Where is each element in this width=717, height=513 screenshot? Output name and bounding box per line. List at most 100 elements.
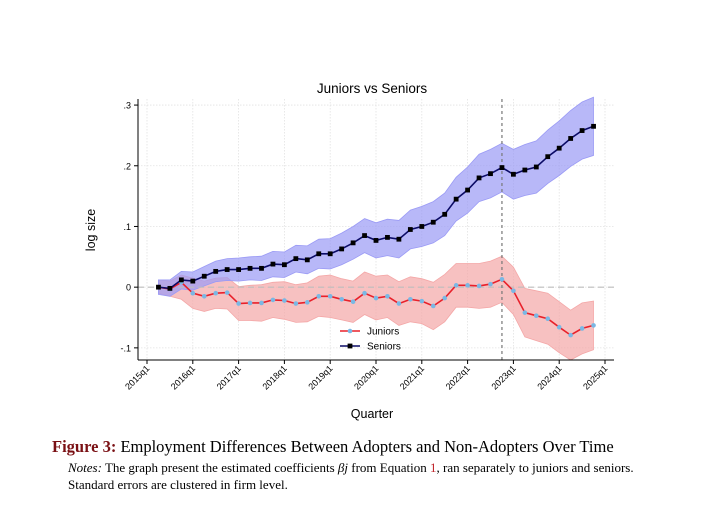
figure-notes: Notes: The graph present the estimated c… [68, 459, 668, 493]
x-tick-label-4: 2019q1 [306, 363, 334, 391]
point-juniors-2022q2 [476, 283, 482, 289]
point-seniors-2019q1 [327, 251, 333, 257]
point-seniors-2020q3 [396, 236, 402, 242]
point-juniors-2021q1 [419, 298, 425, 304]
point-seniors-2023q1 [511, 171, 516, 177]
x-axis-label: Quarter [351, 407, 393, 421]
y-axis-label: log size [84, 209, 98, 251]
x-tick-label-6: 2021q1 [398, 363, 426, 391]
point-juniors-2019q1 [327, 293, 333, 299]
point-seniors-2022q3 [488, 171, 493, 177]
point-juniors-2019q3 [350, 299, 356, 305]
point-seniors-2018q3 [304, 257, 310, 263]
point-juniors-2021q2 [430, 303, 436, 309]
equation-link[interactable]: 1 [429, 460, 437, 475]
point-juniors-2018q1 [282, 298, 287, 303]
point-seniors-2024q2 [568, 136, 574, 141]
point-seniors-2017q3 [259, 265, 264, 271]
point-seniors-2024q3 [579, 128, 585, 133]
legend-marker-seniors [347, 343, 353, 349]
point-seniors-2023q2 [522, 167, 528, 173]
y-tick-label-3: .2 [123, 161, 131, 171]
point-seniors-2017q2 [247, 265, 253, 271]
y-tick-label-0: -.1 [120, 343, 131, 353]
point-juniors-2016q4 [224, 290, 230, 295]
point-juniors-2023q2 [522, 310, 528, 315]
x-tick-label-0: 2015q1 [123, 363, 151, 391]
x-tick-label-2: 2017q1 [215, 363, 243, 391]
point-juniors-2018q4 [316, 293, 322, 299]
x-tick-label-10: 2025q1 [581, 363, 609, 391]
legend-label-seniors: Seniors [367, 342, 401, 353]
point-seniors-2024q4 [591, 123, 596, 129]
point-juniors-2016q2 [201, 293, 207, 299]
point-juniors-2020q2 [385, 293, 390, 299]
x-tick-label-8: 2023q1 [489, 363, 517, 391]
legend-marker-juniors [347, 328, 353, 334]
point-seniors-2023q4 [545, 154, 551, 160]
point-seniors-2023q3 [533, 164, 539, 170]
point-juniors-2020q4 [408, 297, 413, 302]
point-seniors-2020q1 [373, 238, 379, 243]
point-juniors-2017q1 [236, 301, 241, 306]
point-juniors-2022q1 [465, 283, 470, 288]
point-seniors-2021q4 [453, 196, 459, 202]
y-tick-label-1: 0 [126, 283, 131, 293]
point-seniors-2016q2 [201, 273, 207, 279]
figure-label: Figure 3: [52, 437, 117, 456]
point-juniors-2020q1 [373, 295, 379, 301]
point-juniors-2016q3 [213, 290, 218, 296]
point-seniors-2016q3 [213, 268, 219, 274]
point-juniors-2024q2 [568, 332, 573, 338]
point-seniors-2015q2 [156, 284, 161, 290]
point-juniors-2020q3 [396, 301, 402, 306]
x-tick-label-9: 2024q1 [535, 363, 563, 391]
point-seniors-2020q2 [385, 234, 390, 240]
point-juniors-2018q3 [305, 300, 310, 305]
point-juniors-2021q3 [442, 295, 448, 301]
point-juniors-2024q1 [556, 324, 562, 330]
notes-label: Notes: [68, 460, 102, 475]
point-seniors-2024q1 [556, 145, 562, 151]
point-juniors-2019q2 [339, 297, 344, 302]
x-tick-label-5: 2020q1 [352, 363, 380, 391]
figure-title: Employment Differences Between Adopters … [120, 437, 614, 456]
band-juniors [157, 255, 594, 361]
notes-text-1: The graph present the estimated coeffici… [104, 460, 335, 475]
point-juniors-2017q3 [259, 300, 264, 306]
notes-text-3: , ran separately to juniors and seniors.… [68, 460, 634, 492]
figure-title-line: Figure 3: Employment Differences Between… [52, 436, 672, 458]
legend: Juniors Seniors [340, 327, 401, 353]
beta-symbol: βj [337, 460, 349, 475]
notes-text-2: from Equation [351, 460, 427, 475]
reference-lines [138, 99, 614, 360]
point-juniors-2017q4 [270, 297, 276, 303]
y-tick-label-2: .1 [123, 222, 131, 232]
figure-caption: Figure 3: Employment Differences Between… [52, 436, 672, 493]
point-juniors-2023q1 [511, 288, 516, 294]
point-seniors-2017q4 [270, 261, 276, 267]
y-tick-label-4: .3 [123, 101, 131, 111]
point-seniors-2018q2 [293, 256, 299, 262]
point-seniors-2015q4 [178, 277, 184, 283]
point-juniors-2024q4 [591, 323, 596, 328]
point-seniors-2016q1 [190, 278, 196, 284]
point-juniors-2022q3 [488, 281, 493, 287]
point-juniors-2019q4 [362, 290, 367, 296]
point-seniors-2019q2 [339, 246, 345, 252]
legend-label-juniors: Juniors [367, 327, 399, 338]
point-seniors-2018q1 [282, 262, 287, 268]
point-seniors-2021q1 [419, 224, 425, 229]
point-seniors-2022q2 [476, 175, 482, 181]
point-juniors-2023q3 [534, 313, 539, 318]
point-seniors-2021q2 [430, 219, 436, 225]
x-tick-label-3: 2018q1 [260, 363, 288, 391]
point-juniors-2017q2 [247, 300, 253, 306]
chart-title: Juniors vs Seniors [317, 81, 428, 96]
point-seniors-2016q4 [224, 267, 230, 272]
point-juniors-2022q4 [499, 276, 505, 282]
point-juniors-2021q4 [453, 283, 459, 288]
chart: -.1 0 .1 .2 .3 2015q1 2016q1 2017q1 2018q1 2019q1… [84, 81, 614, 421]
point-juniors-2024q3 [579, 326, 585, 331]
x-tick-label-7: 2022q1 [444, 363, 472, 391]
